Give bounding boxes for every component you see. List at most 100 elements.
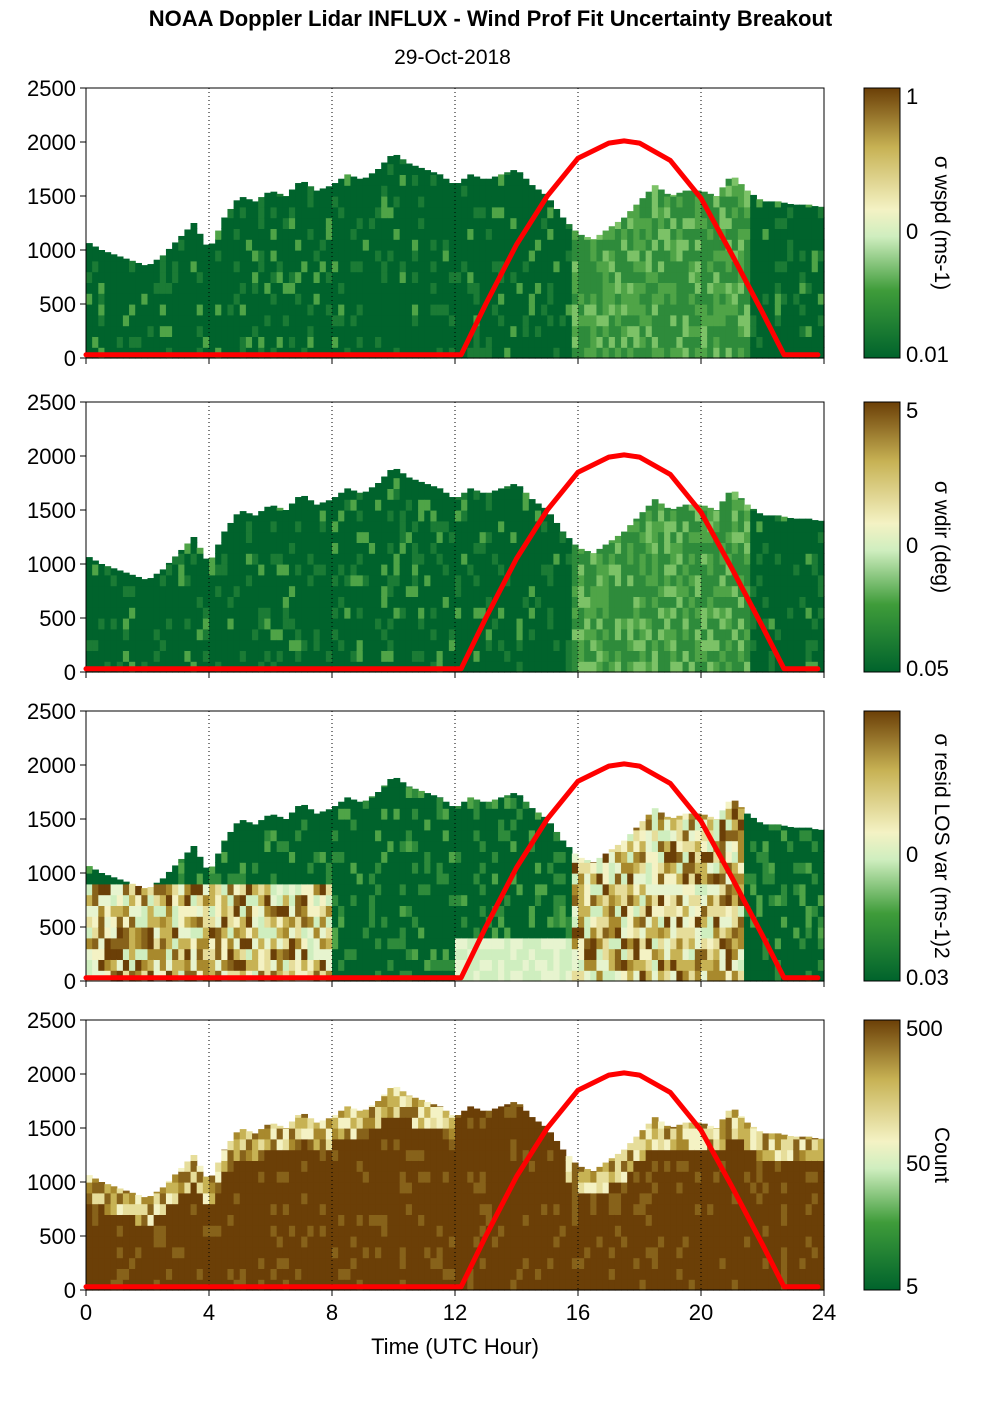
heatmap-cell (307, 916, 315, 928)
heatmap-cell (159, 574, 167, 587)
heatmap-cell (430, 553, 438, 565)
heatmap-cell (584, 883, 591, 896)
heatmap-cell (375, 483, 382, 489)
heatmap-cell (344, 650, 352, 662)
heatmap-cell (92, 314, 99, 327)
heatmap-cell (811, 618, 819, 630)
heatmap-cell (282, 510, 290, 511)
heatmap-cell (762, 650, 770, 662)
heatmap-cell (793, 217, 800, 229)
heatmap-cell (122, 314, 130, 327)
heatmap-cell (399, 473, 407, 479)
heatmap-cell (362, 271, 370, 283)
heatmap-cell (602, 260, 610, 273)
heatmap-cell (473, 499, 481, 511)
heatmap-cell (578, 347, 585, 359)
heatmap-cell (657, 217, 665, 229)
heatmap-cell (534, 812, 542, 820)
heatmap-cell (178, 271, 185, 283)
heatmap-cell (510, 531, 518, 543)
heatmap-cell (307, 607, 315, 619)
heatmap-cell (473, 304, 481, 316)
heatmap-cell (338, 553, 345, 565)
heatmap-cell (122, 937, 130, 950)
heatmap-cell (301, 937, 308, 950)
heatmap-cell (147, 927, 155, 939)
heatmap-cell (270, 325, 278, 337)
colorbar (863, 401, 901, 673)
heatmap-cell (756, 607, 764, 619)
heatmap-cell (664, 293, 671, 305)
heatmap-cell (485, 862, 493, 874)
heatmap-cell (418, 206, 425, 219)
heatmap-cell (528, 808, 536, 820)
heatmap-cell (541, 271, 548, 283)
heatmap-cell (528, 347, 536, 359)
heatmap-cell (258, 905, 265, 917)
heatmap-cell (92, 927, 99, 939)
heatmap-cell (104, 566, 112, 576)
heatmap-cell (590, 618, 598, 630)
heatmap-cell (664, 628, 671, 641)
heatmap-cell (411, 531, 419, 543)
heatmap-cell (578, 548, 585, 554)
heatmap-cell (479, 492, 487, 500)
heatmap-cell (578, 628, 585, 641)
heatmap-cell (694, 607, 702, 619)
overlay-line (83, 452, 821, 672)
heatmap-cell (159, 916, 167, 928)
heatmap-cell (528, 260, 536, 273)
heatmap-cell (571, 661, 579, 673)
heatmap-cell (510, 206, 518, 219)
heatmap-cell (418, 819, 425, 831)
heatmap-cell (436, 618, 444, 630)
heatmap-cell (387, 520, 395, 533)
heatmap-cell (731, 542, 739, 554)
heatmap-cell (473, 196, 481, 208)
heatmap-cell (805, 607, 813, 619)
heatmap-cell (442, 840, 450, 852)
heatmap-cell (485, 510, 493, 522)
heatmap-cell (756, 228, 764, 240)
heatmap-cell (436, 314, 444, 327)
heatmap-cell (479, 336, 487, 348)
heatmap-cell (270, 894, 278, 906)
heatmap-cell (621, 639, 628, 651)
heatmap-cell (356, 542, 364, 554)
heatmap-cell (608, 314, 616, 327)
heatmap-cell (670, 336, 677, 348)
heatmap-cell (817, 336, 825, 348)
heatmap-cell (516, 228, 524, 240)
heatmap-cell (682, 639, 690, 651)
heatmap-cell (455, 959, 462, 971)
heatmap-cell (627, 336, 634, 348)
heatmap-cell (744, 504, 751, 511)
heatmap-cell (602, 959, 610, 971)
heatmap-cell (215, 628, 222, 641)
heatmap-cell (774, 639, 782, 651)
heatmap-cell (559, 927, 567, 939)
heatmap-cell (86, 883, 93, 896)
heatmap-cell (651, 564, 659, 576)
heatmap-cell (442, 531, 450, 543)
heatmap-cell (473, 531, 481, 543)
heatmap-cell (276, 510, 284, 522)
heatmap-cell (602, 564, 610, 576)
heatmap-cell (541, 883, 548, 896)
heatmap-cell (424, 618, 431, 630)
heatmap-cell (516, 905, 524, 917)
heatmap-cell (141, 948, 149, 960)
heatmap-cell (190, 336, 198, 348)
heatmap-cell (418, 185, 425, 197)
heatmap-cell (264, 916, 272, 928)
heatmap-cell (153, 639, 161, 651)
heatmap-cell (584, 937, 591, 950)
heatmap-cell (725, 271, 733, 283)
heatmap-cell (553, 347, 561, 359)
heatmap-cell (344, 829, 352, 842)
heatmap-cell (381, 959, 388, 971)
heatmap-cell (245, 271, 253, 283)
heatmap-cell (288, 883, 296, 896)
heatmap-cell (215, 230, 222, 240)
heatmap-cell (313, 959, 321, 971)
